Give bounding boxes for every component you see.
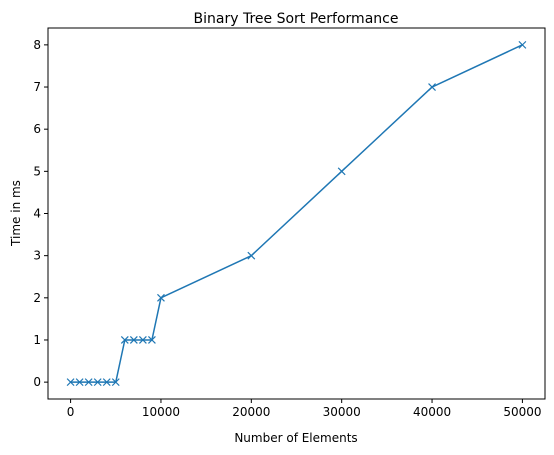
y-tick-label: 5: [33, 164, 41, 178]
y-tick-label: 8: [33, 38, 41, 52]
series-line: [70, 44, 523, 383]
x-tick-label: 30000: [323, 405, 361, 419]
y-tick-label: 0: [33, 375, 41, 389]
data-point-marker: [138, 336, 147, 344]
data-point-marker: [428, 83, 436, 91]
data-point-marker: [75, 378, 84, 387]
y-axis: 0 1 2 3 4 5 6 7 8: [33, 38, 48, 389]
data-point-marker: [147, 336, 156, 344]
x-tick-label: 20000: [232, 405, 270, 419]
x-tick-label: 10000: [142, 405, 180, 419]
x-tick-label: 0: [67, 405, 75, 419]
data-point-marker: [102, 378, 111, 387]
data-point-marker: [337, 167, 346, 176]
data-point-marker: [84, 378, 93, 387]
x-axis-label: Number of Elements: [234, 431, 357, 445]
y-tick-label: 4: [33, 207, 41, 221]
data-point-marker: [93, 378, 102, 387]
data-point-marker: [247, 251, 256, 260]
data-point-marker: [66, 378, 75, 387]
x-tick-label: 40000: [413, 405, 451, 419]
data-point-marker: [518, 40, 527, 49]
y-tick-label: 1: [33, 333, 41, 347]
data-point-marker: [120, 336, 129, 344]
chart-title: Binary Tree Sort Performance: [194, 11, 399, 27]
x-tick-label: 50000: [503, 405, 541, 419]
y-tick-label: 7: [33, 80, 41, 94]
x-axis: 0 10000 20000 30000 40000 50000: [67, 399, 542, 419]
data-point-marker: [129, 336, 138, 344]
y-tick-label: 6: [33, 122, 41, 136]
data-point-marker: [157, 293, 165, 302]
y-axis-label: Time in ms: [9, 180, 23, 247]
y-tick-label: 3: [33, 249, 41, 263]
data-point-marker: [111, 378, 120, 387]
y-tick-label: 2: [33, 291, 41, 305]
